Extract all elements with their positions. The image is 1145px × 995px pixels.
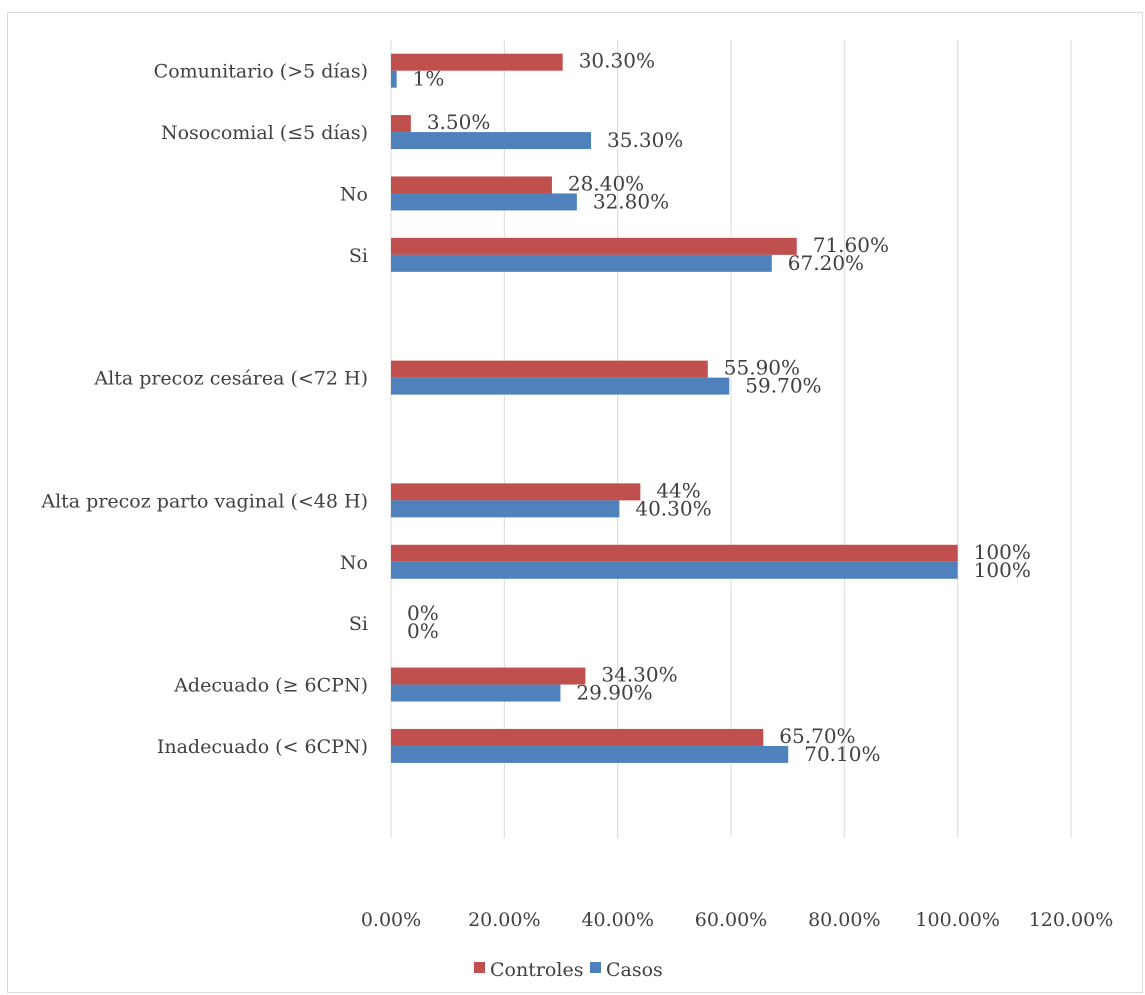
category-label: Alta precoz parto vaginal (<48 H) <box>40 490 368 512</box>
category-label: Comunitario (>5 días) <box>154 61 368 83</box>
category-label: Si <box>349 613 368 635</box>
bars <box>391 53 958 763</box>
x-tick-label: 60.00% <box>695 909 767 931</box>
data-label-casos: 67.20% <box>788 251 864 275</box>
x-tick-label: 0.00% <box>361 909 421 931</box>
grid-lines <box>390 40 1072 838</box>
bar-casos <box>391 193 577 211</box>
bar-casos <box>391 745 789 763</box>
bar-casos <box>391 70 397 88</box>
data-label-casos: 1% <box>413 67 445 91</box>
category-labels: Comunitario (>5 días) Nosocomial (≤5 días… <box>40 61 368 758</box>
data-label-controles: 30.30% <box>579 49 655 73</box>
x-tick-label: 80.00% <box>808 909 880 931</box>
category-label: No <box>340 552 368 574</box>
x-tick-label: 100.00% <box>915 909 1000 931</box>
x-axis-ticks: 0.00% 20.00% 40.00% 60.00% 80.00% 100.00% 120.… <box>361 909 1113 931</box>
data-label-controles: 71.60% <box>813 233 889 257</box>
data-label-controles: 28.40% <box>568 171 644 195</box>
data-label-casos: 0% <box>407 619 439 643</box>
x-tick-label: 20.00% <box>468 909 540 931</box>
category-label: Si <box>349 245 368 267</box>
bar-controles <box>391 544 958 562</box>
data-label-casos: 32.80% <box>593 189 669 213</box>
x-tick-label: 120.00% <box>1029 909 1114 931</box>
bar-controles <box>391 667 586 685</box>
bar-casos <box>391 254 772 272</box>
legend-text-casos: Casos <box>606 959 663 981</box>
data-label-controles: 44% <box>656 478 700 502</box>
data-label-controles: 55.90% <box>724 356 800 380</box>
category-label: Alta precoz cesárea (<72 H) <box>93 368 368 390</box>
legend: Controles Casos <box>474 959 663 981</box>
legend-swatch-controles <box>474 962 485 973</box>
data-label-controles: 0% <box>407 601 439 625</box>
legend-swatch-casos <box>590 962 601 973</box>
data-label-casos: 40.30% <box>635 496 711 520</box>
data-label-controles: 65.70% <box>779 724 855 748</box>
data-label-casos: 35.30% <box>607 128 683 152</box>
bar-controles <box>391 53 563 71</box>
bar-casos <box>391 684 561 702</box>
bar-controles <box>391 360 708 378</box>
category-label: Nosocomial (≤5 días) <box>161 122 368 144</box>
category-label: No <box>340 183 368 205</box>
bar-casos <box>391 132 592 150</box>
data-label-controles: 3.50% <box>427 110 491 134</box>
legend-text-controles: Controles <box>490 959 583 981</box>
bar-controles <box>391 115 411 133</box>
bar-casos <box>391 377 730 395</box>
data-label-controles: 34.30% <box>601 663 677 687</box>
data-label-casos: 70.10% <box>804 742 880 766</box>
bar-controles <box>391 483 641 501</box>
bar-controles <box>391 237 797 255</box>
category-label: Inadecuado (< 6CPN) <box>157 736 368 758</box>
data-labels: 30.30% 1% 3.50% 35.30% 28.40%32.80% 71.60%67.… <box>407 49 1031 766</box>
bar-casos <box>391 561 958 579</box>
bar-controles <box>391 176 552 194</box>
data-label-casos: 29.90% <box>576 681 652 705</box>
data-label-casos: 59.70% <box>745 374 821 398</box>
bar-casos <box>391 500 620 518</box>
bar-controles <box>391 728 764 746</box>
x-tick-label: 40.00% <box>581 909 653 931</box>
data-label-controles: 100% <box>974 540 1031 564</box>
category-label: Adecuado (≥ 6CPN) <box>173 675 368 697</box>
data-label-casos: 100% <box>974 558 1031 582</box>
